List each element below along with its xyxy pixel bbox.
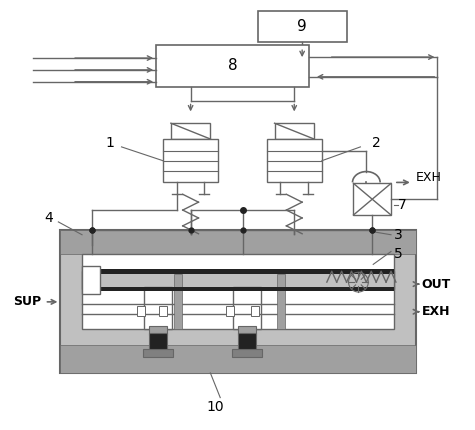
Bar [156,45,309,87]
Text: 3: 3 [393,228,402,242]
Bar [238,326,256,335]
Text: 1: 1 [105,136,114,150]
Bar [275,123,314,139]
Bar [82,255,394,329]
Bar [82,287,394,291]
Bar [266,139,322,182]
Text: 4: 4 [44,211,53,225]
Bar [174,274,182,329]
Bar [277,274,285,329]
Bar [60,230,416,373]
Bar [82,269,394,274]
Bar [233,287,261,329]
Text: EXH: EXH [422,305,450,318]
Text: 9: 9 [297,19,307,34]
Bar [82,271,394,289]
Bar [353,184,391,215]
Text: 10: 10 [207,400,224,415]
Bar [163,139,218,182]
Bar [251,306,259,316]
Text: EXH: EXH [416,171,442,184]
Text: 5: 5 [393,248,402,261]
Text: SUP: SUP [13,295,41,308]
Bar [226,306,234,316]
Bar [171,123,210,139]
Text: 7: 7 [398,198,407,212]
Text: 2: 2 [372,136,380,150]
Text: OUT: OUT [422,278,451,291]
Bar [82,266,100,294]
Bar [60,230,416,255]
Bar [60,345,416,373]
Bar [159,306,167,316]
Bar [149,326,167,335]
Bar [232,349,262,357]
Bar [143,349,173,357]
Bar [238,333,256,353]
Bar [137,306,145,316]
Text: 8: 8 [228,58,238,74]
Bar [149,333,167,353]
Bar [144,287,172,329]
Bar [258,11,347,42]
